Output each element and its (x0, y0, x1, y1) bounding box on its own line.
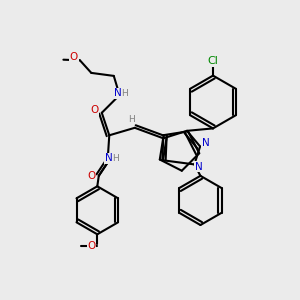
Text: Cl: Cl (208, 56, 218, 67)
Text: O: O (87, 171, 95, 182)
Text: O: O (90, 105, 98, 116)
Text: N: N (105, 153, 113, 164)
Text: O: O (87, 241, 95, 251)
Text: N: N (114, 88, 122, 98)
Text: H: H (112, 154, 119, 163)
Text: N: N (195, 162, 203, 172)
Text: H: H (128, 115, 135, 124)
Text: N: N (202, 138, 209, 148)
Text: H: H (122, 89, 128, 98)
Text: O: O (70, 52, 78, 62)
